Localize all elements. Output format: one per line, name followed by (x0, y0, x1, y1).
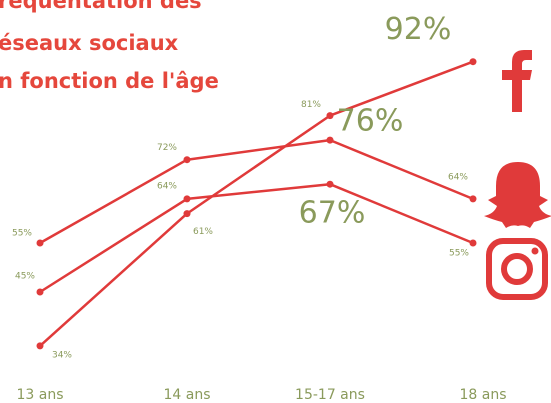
instagram-icon (486, 238, 548, 300)
point (469, 195, 477, 203)
value-label: 64% (157, 181, 177, 191)
chart-title: réquentation des (0, 0, 202, 13)
value-label: 81% (301, 100, 321, 110)
facebook-icon (502, 50, 532, 112)
x-tick-label: 15-17 ans (295, 387, 365, 403)
x-tick-label: 13 ans (16, 387, 63, 403)
point (326, 136, 334, 144)
value-label: 72% (157, 143, 177, 153)
highlight-label: 76% (337, 104, 404, 139)
chart-title: n fonction de l'âge (0, 69, 219, 93)
line (39, 60, 474, 347)
point (36, 239, 44, 247)
value-label: 61% (193, 227, 213, 237)
point (469, 239, 477, 247)
instagram-icon-dot (531, 247, 539, 255)
value-label: 55% (449, 249, 469, 259)
point (36, 288, 44, 296)
point (183, 195, 191, 203)
point (326, 112, 334, 120)
line (39, 182, 474, 294)
point (183, 210, 191, 218)
point (326, 180, 334, 188)
line (39, 138, 474, 245)
value-label: 55% (12, 229, 32, 239)
x-tick-label: 14 ans (163, 387, 210, 403)
value-label: 64% (448, 172, 468, 182)
snapchat-icon (484, 162, 551, 228)
point (36, 342, 44, 350)
value-label: 45% (15, 272, 35, 282)
highlight-label: 67% (299, 196, 366, 231)
point (183, 156, 191, 164)
value-label: 34% (52, 350, 72, 360)
x-tick-label: 18 ans (459, 387, 506, 403)
point (469, 58, 477, 66)
chart-title: éseaux sociaux (0, 31, 179, 55)
highlight-label: 92% (385, 12, 452, 47)
